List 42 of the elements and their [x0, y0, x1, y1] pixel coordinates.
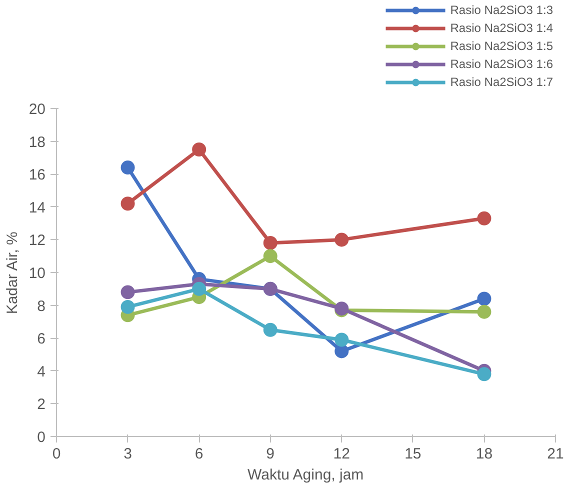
- x-tick-label: 21: [547, 446, 564, 462]
- y-tick-label: 14: [28, 199, 46, 216]
- y-tick-label: 20: [28, 101, 46, 118]
- y-tick-label: 10: [28, 265, 46, 282]
- y-tick-label: 2: [37, 396, 46, 414]
- point: [120, 160, 135, 175]
- point: [477, 304, 492, 319]
- y-tick-label: 8: [37, 298, 46, 315]
- legend-label: Rasio Na2SiO3 1:7: [450, 74, 553, 90]
- x-axis-title: Waktu Aging, jam: [248, 466, 364, 484]
- y-axis-title: Kadar Air, %: [4, 232, 21, 314]
- point: [334, 344, 349, 358]
- x-tick-label: 15: [404, 446, 422, 462]
- y-tick-label: 16: [28, 166, 46, 184]
- point: [192, 142, 206, 156]
- legend-label: Rasio Na2SiO3 1:4: [450, 20, 553, 36]
- y-tick-label: 12: [28, 232, 46, 250]
- legend-label: Rasio Na2SiO3 1:5: [450, 38, 553, 54]
- x-tick-label: 12: [333, 446, 350, 462]
- point: [334, 232, 349, 247]
- legend-label: Rasio Na2SiO3 1:6: [450, 56, 553, 72]
- point: [120, 285, 135, 300]
- point: [477, 211, 492, 226]
- point: [334, 332, 349, 347]
- point: [263, 236, 278, 250]
- point: [120, 300, 135, 314]
- point: [263, 249, 278, 264]
- x-tick-label: 18: [476, 446, 493, 462]
- point: [263, 322, 278, 337]
- x-tick-label: 3: [124, 446, 132, 462]
- point: [477, 367, 492, 382]
- x-tick-label: 9: [266, 446, 275, 462]
- point: [477, 292, 492, 306]
- legend-label: Rasio Na2SiO3 1:3: [450, 2, 553, 18]
- point: [192, 282, 206, 296]
- y-tick-label: 18: [28, 134, 46, 151]
- y-tick-label: 4: [37, 363, 46, 380]
- y-tick-label: 0: [37, 429, 46, 446]
- x-tick-label: 6: [194, 446, 204, 462]
- point: [120, 196, 135, 211]
- x-tick-label: 0: [52, 446, 61, 462]
- y-tick-label: 6: [37, 330, 46, 348]
